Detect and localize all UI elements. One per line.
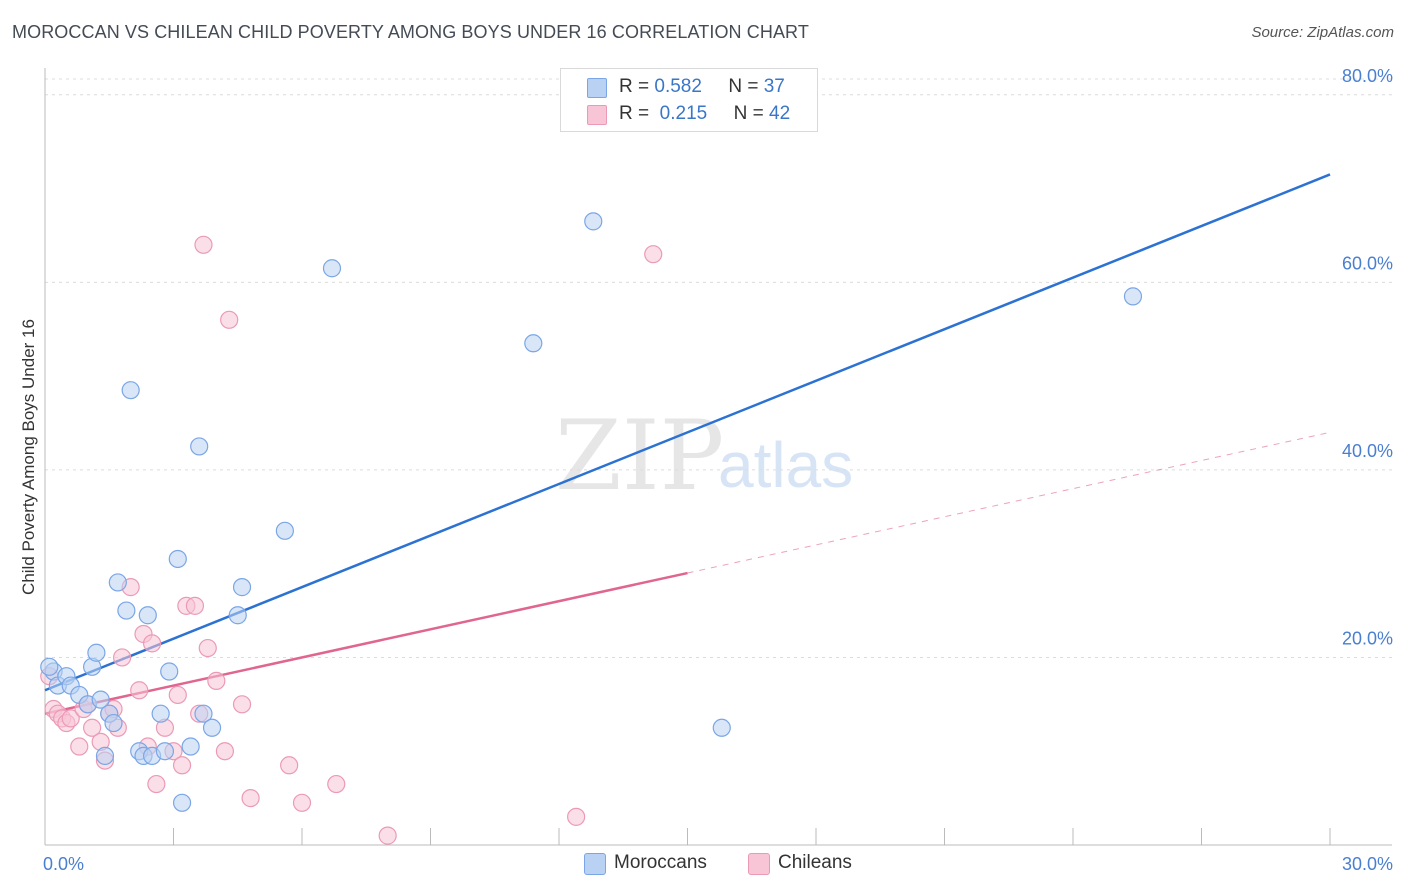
point-moroccans — [194, 704, 213, 723]
axes — [44, 68, 1392, 846]
point-moroccans — [168, 549, 187, 569]
y-tick-label: 40.0% — [1342, 441, 1393, 461]
point-moroccans — [108, 573, 127, 592]
watermark-atlas: atlas — [718, 429, 854, 501]
point-chileans — [70, 737, 89, 756]
point-moroccans — [151, 704, 170, 723]
legend-n-value: 42 — [769, 103, 791, 124]
chart-title: MOROCCAN VS CHILEAN CHILD POVERTY AMONG … — [12, 22, 809, 42]
legend-n-value: 37 — [763, 76, 785, 97]
point-moroccans — [584, 212, 603, 231]
point-moroccans — [322, 259, 342, 278]
watermark-zip: ZIP — [555, 400, 725, 512]
point-moroccans — [95, 746, 115, 766]
point-chileans — [112, 648, 132, 667]
point-chileans — [220, 310, 239, 329]
trend-line-chileans — [44, 571, 688, 715]
point-moroccans — [117, 601, 136, 620]
point-chileans — [168, 685, 187, 705]
legend-swatch-chileans — [587, 105, 607, 125]
trend-line-moroccans — [44, 173, 1331, 692]
legend-label-moroccans: Moroccans — [614, 852, 707, 873]
y-tick-label: 60.0% — [1342, 253, 1393, 273]
point-chileans — [215, 742, 234, 761]
y-tick-label: 20.0% — [1342, 628, 1393, 648]
point-chileans — [142, 634, 162, 653]
point-moroccans — [104, 713, 123, 733]
point-chileans — [185, 596, 205, 615]
point-chileans — [378, 826, 397, 845]
x-tick-label: 0.0% — [43, 854, 84, 874]
point-chileans — [130, 681, 149, 700]
point-chileans — [241, 789, 260, 808]
x-tick-label: 30.0% — [1342, 854, 1393, 874]
legend-label-chileans: Chileans — [778, 852, 852, 873]
point-moroccans — [181, 737, 200, 756]
point-moroccans — [524, 334, 543, 353]
point-chileans — [83, 718, 102, 737]
trend-lines — [44, 173, 1331, 715]
legend-n-label: N = — [733, 103, 764, 124]
point-moroccans — [160, 662, 179, 681]
legend-swatch-moroccans — [587, 78, 607, 98]
point-chileans — [172, 756, 192, 775]
point-moroccans — [712, 718, 731, 737]
legend-n-label: N = — [728, 76, 759, 97]
legend-r-value: 0.215 — [659, 103, 708, 124]
legend-swatch-chileans — [748, 853, 770, 875]
y-tick-label: 80.0% — [1342, 66, 1393, 86]
point-chileans — [207, 671, 226, 690]
correlation-legend: R = 0.582 N = 37 R = 0.215 N = 42 — [560, 68, 818, 132]
y-axis-title: Child Poverty Among Boys Under 16 — [19, 319, 38, 595]
point-chileans — [292, 793, 312, 812]
point-moroccans — [138, 606, 157, 625]
point-chileans — [198, 638, 217, 658]
axis-labels: 20.0% 40.0% 60.0% 80.0% 0.0% 30.0% Child Pover… — [19, 66, 1393, 874]
data-points — [40, 212, 1143, 845]
chart-source: Source: ZipAtlas.com — [1251, 24, 1394, 41]
point-chileans — [61, 709, 80, 728]
point-chileans — [567, 807, 586, 826]
point-moroccans — [172, 793, 192, 812]
point-chileans — [147, 774, 166, 794]
point-moroccans — [1123, 287, 1143, 306]
point-chileans — [280, 756, 299, 775]
legend-swatch-moroccans — [584, 853, 606, 875]
point-moroccans — [155, 742, 175, 761]
point-moroccans — [232, 578, 252, 597]
point-moroccans — [91, 690, 110, 709]
point-moroccans — [121, 381, 140, 400]
point-moroccans — [87, 643, 106, 662]
point-moroccans — [40, 657, 59, 676]
point-chileans — [194, 235, 213, 254]
grid-lines — [45, 78, 1392, 658]
point-chileans — [327, 774, 346, 794]
trend-line-extension-chileans — [687, 431, 1331, 574]
legend-r-value: 0.582 — [654, 76, 702, 97]
point-chileans — [232, 695, 252, 714]
point-moroccans — [228, 606, 247, 625]
point-moroccans — [190, 437, 209, 456]
point-moroccans — [275, 521, 294, 540]
legend-r-label: R = — [619, 76, 650, 97]
point-chileans — [644, 245, 663, 264]
point-moroccans — [202, 718, 222, 737]
legend-r-label: R = — [619, 103, 650, 124]
